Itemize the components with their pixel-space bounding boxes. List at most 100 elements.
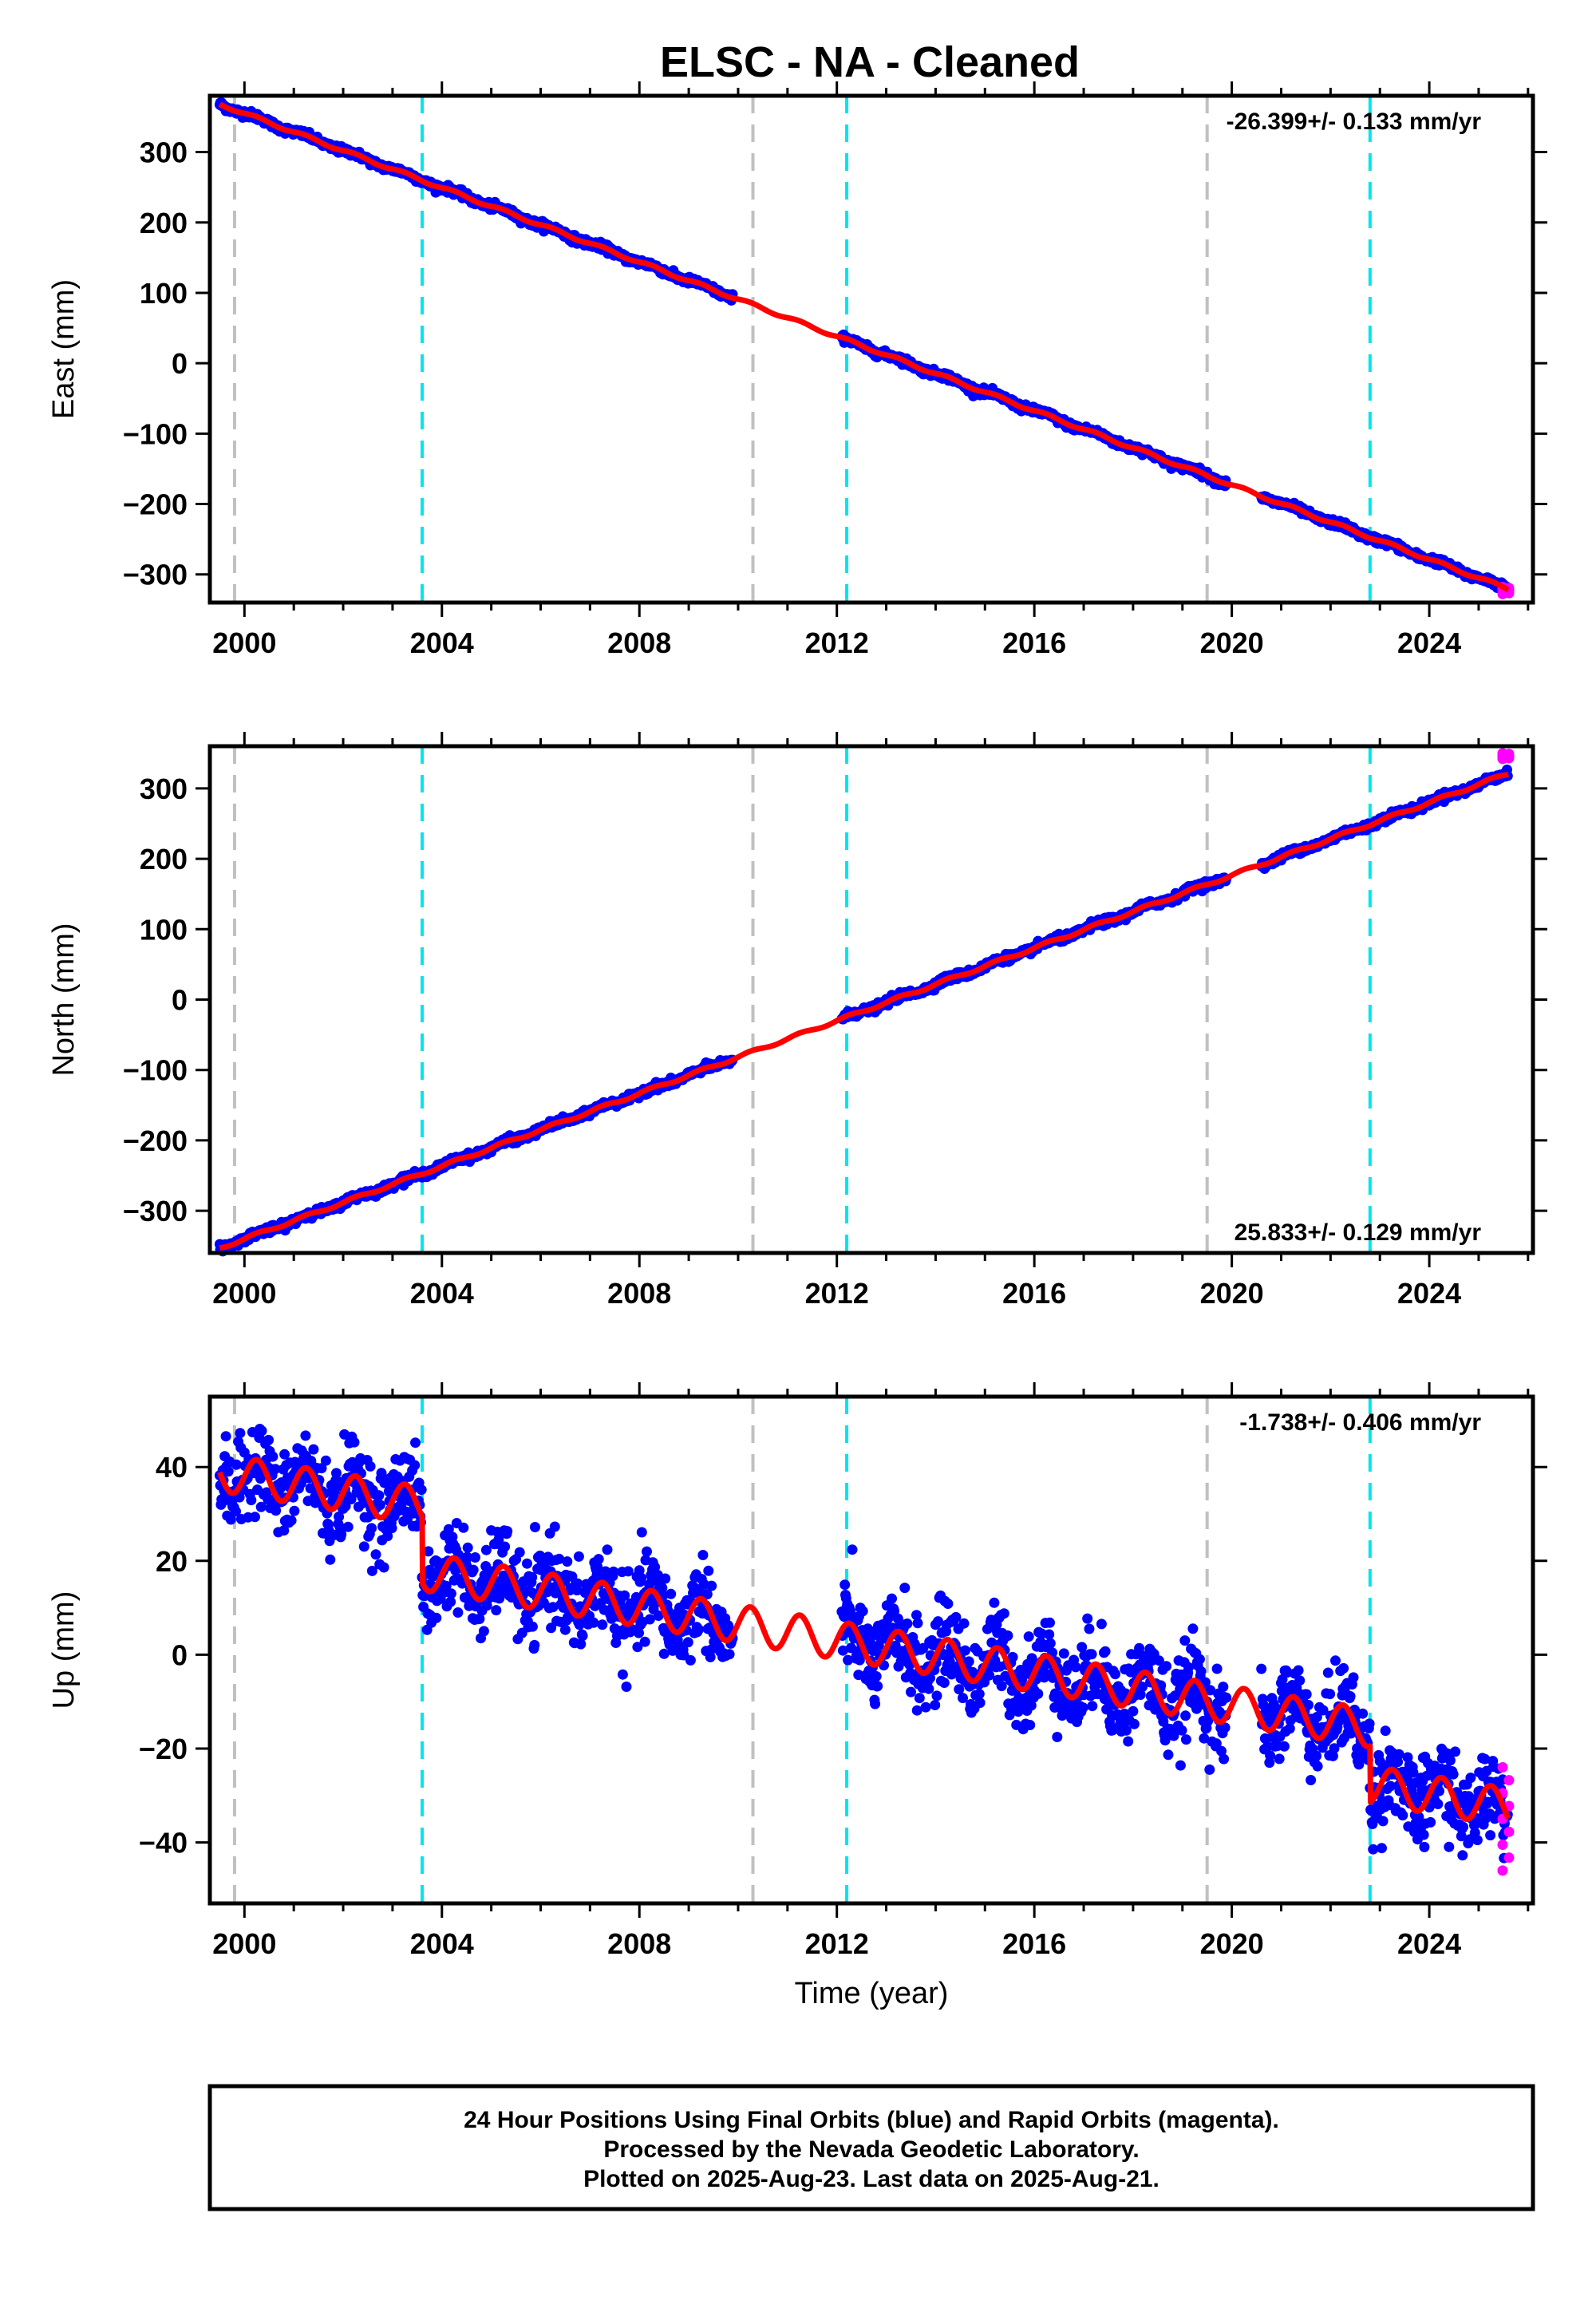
data-point [588, 1617, 599, 1628]
data-point [470, 1552, 480, 1563]
x-tick-label: 2000 [212, 1277, 276, 1310]
data-point [220, 1431, 231, 1442]
data-point [660, 1573, 671, 1584]
data-point [639, 1636, 650, 1647]
data-point [235, 1428, 246, 1439]
data-point [562, 1556, 573, 1567]
data-point [622, 1566, 634, 1577]
y-tick-label: 200 [140, 843, 188, 875]
data-point [899, 1583, 911, 1594]
data-point [682, 1637, 693, 1648]
data-point [223, 1466, 234, 1477]
x-tick-label: 2024 [1397, 626, 1461, 659]
data-point [300, 1430, 311, 1441]
y-tick-label: −200 [123, 488, 188, 521]
data-point [468, 1564, 479, 1575]
data-point [370, 1549, 381, 1560]
data-point [847, 1544, 858, 1555]
data-point [963, 1656, 974, 1667]
y-tick-label: 0 [172, 984, 188, 1017]
y-tick-label: −300 [123, 1195, 188, 1227]
data-point [666, 1588, 677, 1599]
data-point [409, 1460, 421, 1471]
east-panel: −300 −200 −100 0 100 200 300 2000 2004 2008 2012 20… [47, 81, 1547, 659]
data-point [857, 1606, 868, 1617]
rate-annotation: -26.399+/- 0.133 mm/yr [1227, 109, 1482, 135]
data-point [529, 1639, 540, 1650]
data-point [930, 1700, 941, 1710]
y-tick-label: 300 [140, 773, 188, 805]
data-point [960, 1645, 970, 1656]
data-point [938, 1678, 950, 1688]
data-point [267, 1451, 279, 1462]
data-point [308, 1444, 319, 1455]
data-point [286, 1515, 297, 1526]
data-point [289, 1505, 300, 1516]
data-point [527, 1621, 538, 1632]
model-curve [217, 101, 1511, 593]
x-tick-label: 2020 [1200, 626, 1264, 659]
data-point [958, 1618, 970, 1629]
data-point [636, 1527, 647, 1538]
data-point [374, 1500, 385, 1511]
x-tick-label: 2004 [410, 626, 474, 659]
data-point [602, 1544, 613, 1555]
y-tick-label: 100 [140, 277, 188, 310]
x-tick-label: 2020 [1200, 1277, 1264, 1310]
data-point [366, 1523, 377, 1534]
x-tick-label: 2024 [1397, 1277, 1461, 1310]
y-tick-label: 100 [140, 913, 188, 946]
data-point [621, 1682, 632, 1692]
data-point [931, 1690, 942, 1701]
data-point [870, 1698, 881, 1709]
data-point [500, 1541, 511, 1552]
data-point [914, 1693, 925, 1704]
y-tick-label: −300 [123, 559, 188, 591]
data-point [478, 1626, 489, 1637]
y-tick-label: 200 [140, 207, 188, 239]
data-point [250, 1512, 260, 1523]
data-point [358, 1541, 369, 1552]
data-point [458, 1522, 469, 1533]
data-point [431, 1612, 442, 1623]
data-point [902, 1618, 913, 1629]
data-point [325, 1554, 336, 1565]
x-tick-label: 2000 [212, 626, 276, 659]
data-point [703, 1565, 714, 1576]
data-point [920, 1701, 931, 1713]
data-point [378, 1562, 389, 1573]
data-point [416, 1484, 427, 1496]
y-axis-label: North (mm) [47, 923, 81, 1076]
data-point [577, 1630, 588, 1642]
data-point [522, 1558, 532, 1569]
data-point [685, 1654, 696, 1666]
rate-annotation: 25.833+/- 0.129 mm/yr [1235, 1219, 1482, 1246]
data-point [530, 1522, 540, 1532]
y-tick-label: 0 [172, 347, 188, 380]
data-point [559, 1624, 571, 1635]
data-point [452, 1607, 464, 1618]
data-point [386, 1523, 397, 1534]
x-tick-label: 2016 [1002, 626, 1066, 659]
y-tick-label: −100 [123, 417, 188, 450]
data-point [573, 1551, 584, 1562]
data-point [514, 1547, 525, 1558]
data-point [839, 1579, 851, 1591]
data-point [373, 1490, 385, 1501]
x-tick-label: 2008 [607, 626, 671, 659]
data-point [724, 1649, 735, 1660]
data-point [636, 1572, 647, 1583]
data-point [410, 1437, 421, 1448]
data-point [923, 1683, 934, 1694]
data-point [942, 1599, 954, 1609]
data-points-rapid-orbits [1497, 748, 1515, 765]
data-point [445, 1588, 456, 1599]
x-tick-label: 2008 [607, 1277, 671, 1310]
x-tick-label: 2012 [805, 626, 869, 659]
y-tick-label: −200 [123, 1124, 188, 1157]
y-tick-label: 300 [140, 136, 188, 169]
data-point [593, 1554, 604, 1565]
model-curve [217, 771, 1511, 1251]
data-point [256, 1425, 267, 1437]
